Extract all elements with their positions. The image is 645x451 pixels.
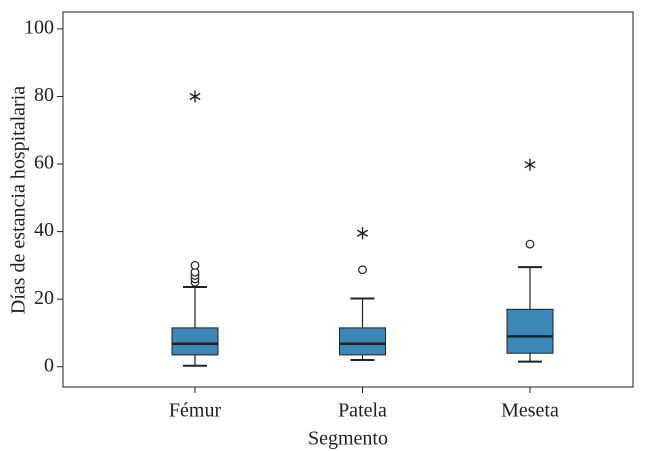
y-tick-label: 0: [44, 354, 54, 376]
y-axis-label: Días de estancia hospitalaria: [8, 86, 30, 314]
extreme: [524, 158, 536, 171]
plot-frame: [62, 11, 634, 388]
y-tick-label: 40: [34, 219, 54, 241]
y-tick-label: 80: [34, 84, 54, 106]
x-tick-label: Meseta: [501, 400, 559, 422]
x-tick-label: Patela: [338, 400, 387, 422]
y-tick-label: 100: [24, 16, 54, 38]
y-tick-label: 60: [34, 152, 54, 174]
extreme: [189, 90, 201, 103]
outlier: [525, 239, 535, 249]
outlier: [190, 260, 200, 270]
outlier: [358, 265, 367, 275]
y-tick-label: 20: [34, 287, 54, 309]
x-tick-label: Fémur: [169, 400, 222, 422]
box: [171, 327, 219, 356]
box: [506, 308, 554, 354]
box: [339, 327, 386, 356]
x-axis-label: Segmento: [308, 428, 388, 450]
extreme: [356, 227, 369, 240]
